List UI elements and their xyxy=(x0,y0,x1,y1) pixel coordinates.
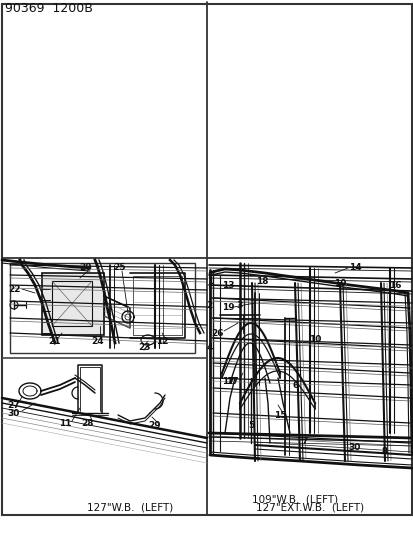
Text: 109"W.B.  (LEFT): 109"W.B. (LEFT) xyxy=(252,494,337,504)
Text: 12: 12 xyxy=(155,336,168,345)
Text: 15: 15 xyxy=(273,410,285,419)
Text: 30: 30 xyxy=(348,443,360,453)
Text: 21: 21 xyxy=(49,336,61,345)
Bar xyxy=(10,263,195,353)
Text: 13: 13 xyxy=(221,280,234,289)
Text: 19: 19 xyxy=(221,303,234,312)
Text: 1: 1 xyxy=(206,277,212,286)
Text: 23: 23 xyxy=(138,343,151,352)
Text: 25: 25 xyxy=(114,263,126,272)
Text: 90369  1200B: 90369 1200B xyxy=(5,3,93,15)
Text: 4: 4 xyxy=(206,343,212,352)
Text: 19: 19 xyxy=(333,279,346,287)
Text: 24: 24 xyxy=(91,336,104,345)
Text: 9: 9 xyxy=(412,338,413,348)
Text: 127"EXT.W.B.  (LEFT): 127"EXT.W.B. (LEFT) xyxy=(255,502,363,512)
Text: 27: 27 xyxy=(8,400,20,409)
Text: 14: 14 xyxy=(348,263,361,272)
Text: 29: 29 xyxy=(148,421,161,430)
Text: 16: 16 xyxy=(388,281,400,290)
Text: 10: 10 xyxy=(308,335,320,344)
Text: 18: 18 xyxy=(255,277,268,286)
Text: 6: 6 xyxy=(292,381,299,390)
Text: 7: 7 xyxy=(301,438,307,447)
Text: 30: 30 xyxy=(8,408,20,417)
Text: 11: 11 xyxy=(59,418,71,427)
Text: 28: 28 xyxy=(81,418,94,427)
Text: 17: 17 xyxy=(221,376,234,385)
Text: 3: 3 xyxy=(236,301,242,310)
Text: 2: 2 xyxy=(206,301,212,310)
Text: 22: 22 xyxy=(9,285,21,294)
Bar xyxy=(52,281,92,326)
Text: 20: 20 xyxy=(78,263,91,272)
Text: 26: 26 xyxy=(211,328,224,337)
Bar xyxy=(42,273,104,335)
Text: 17: 17 xyxy=(225,376,238,385)
Text: 5: 5 xyxy=(247,421,254,430)
Text: 127"W.B.  (LEFT): 127"W.B. (LEFT) xyxy=(87,502,173,512)
Text: 8: 8 xyxy=(381,447,387,456)
